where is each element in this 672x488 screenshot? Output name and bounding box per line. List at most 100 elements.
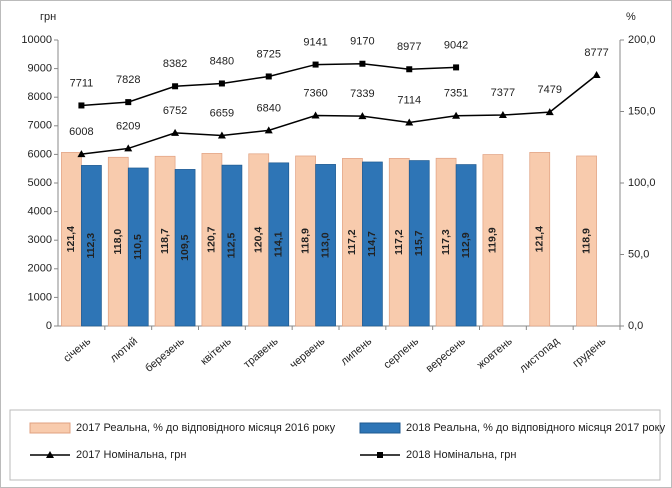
marker (172, 83, 179, 90)
legend-swatch (29, 422, 71, 434)
marker (359, 60, 366, 67)
marker (312, 61, 319, 68)
line-label: 7114 (397, 94, 421, 106)
marker (217, 131, 226, 139)
bar-label: 115,7 (413, 230, 425, 256)
marker (124, 144, 133, 152)
bar-label: 114,1 (273, 231, 285, 257)
bar (408, 160, 430, 327)
marker (545, 108, 554, 116)
marker (498, 111, 507, 119)
bar-label: 109,5 (179, 234, 191, 260)
bar-label: 119,9 (487, 227, 499, 253)
y2-tick-label: 200,0 (628, 34, 656, 46)
line-label: 7479 (538, 84, 562, 96)
bar-label: 112,9 (460, 232, 472, 258)
y-tick-label: 9000 (28, 63, 52, 75)
marker (218, 80, 225, 87)
marker (77, 150, 86, 158)
line-label: 8977 (397, 41, 421, 53)
bar-label: 118,9 (580, 228, 592, 254)
bar-label: 114,7 (366, 231, 378, 257)
bar-label: 112,3 (85, 233, 97, 259)
y2-tick-label: 100,0 (628, 177, 656, 189)
legend-marker (46, 451, 54, 458)
y-tick-label: 1000 (28, 291, 52, 303)
line-label: 8777 (584, 47, 608, 59)
bar (127, 167, 149, 327)
line-label: 6008 (69, 126, 93, 138)
y-tick-label: 6000 (28, 148, 52, 160)
line-label: 9170 (350, 36, 374, 48)
marker (452, 111, 461, 119)
bar (315, 164, 336, 327)
bar-label: 118,7 (159, 228, 171, 254)
marker (405, 118, 414, 126)
y-tick-label: 2000 (28, 263, 52, 275)
line-label: 6840 (257, 102, 281, 114)
line-label: 9042 (444, 39, 468, 51)
bar (529, 152, 551, 327)
legend-label: 2018 Номінальна, грн (406, 449, 516, 461)
y-tick-label: 3000 (28, 234, 52, 246)
bar-label: 110,5 (132, 234, 144, 260)
line-label: 6209 (116, 120, 140, 132)
marker (453, 64, 460, 71)
legend-box (9, 409, 661, 481)
bar (362, 161, 383, 327)
y-tick-label: 4000 (28, 206, 52, 218)
line-label: 7828 (116, 74, 140, 86)
bar-label: 117,2 (393, 229, 405, 255)
marker (406, 66, 413, 73)
line-label: 8725 (257, 48, 281, 60)
bar-label: 121,4 (534, 226, 546, 252)
bar-label: 118,9 (299, 228, 311, 254)
y-unit: грн (40, 11, 56, 23)
line-label: 8480 (210, 55, 234, 67)
legend-marker (377, 452, 383, 458)
bar-label: 118,0 (112, 229, 124, 255)
bar-label: 121,4 (65, 226, 77, 252)
marker (592, 70, 601, 78)
marker (264, 126, 273, 134)
line-label: 6659 (210, 107, 234, 119)
line (81, 74, 598, 155)
bar (81, 165, 102, 327)
legend-label: 2018 Реальна, % до відповідного місяця 2… (406, 422, 666, 434)
line-label: 8382 (163, 58, 187, 70)
line-label: 7377 (491, 87, 515, 99)
legend-label: 2017 Реальна, % до відповідного місяця 2… (76, 422, 336, 434)
bar-label: 112,5 (226, 233, 238, 259)
bar (268, 162, 290, 327)
y2-tick-label: 50,0 (628, 248, 649, 260)
y2-tick-label: 150,0 (628, 105, 656, 117)
bar (576, 155, 597, 327)
line-label: 9141 (303, 36, 327, 48)
marker (311, 111, 320, 119)
y2-unit: % (626, 11, 636, 23)
bar-label: 120,4 (253, 227, 265, 253)
legend-label: 2017 Номінальна, грн (76, 449, 186, 461)
y2-tick-label: 0,0 (628, 320, 643, 332)
bar-label: 117,2 (346, 229, 358, 255)
y-tick-label: 0 (46, 320, 52, 332)
y-tick-label: 5000 (28, 177, 52, 189)
line-label: 7711 (70, 77, 94, 89)
line-label: 7360 (303, 87, 327, 99)
bar-label: 113,0 (319, 232, 331, 258)
marker (78, 102, 85, 109)
bar-label: 117,3 (440, 229, 452, 255)
y-tick-label: 7000 (28, 120, 52, 132)
y-tick-label: 10000 (21, 34, 52, 46)
line-label: 6752 (163, 105, 187, 117)
marker (265, 73, 272, 80)
bar (221, 164, 243, 327)
line-label: 7339 (350, 88, 374, 100)
marker (125, 99, 132, 106)
marker (171, 128, 180, 136)
bar (174, 169, 196, 327)
legend-swatch (359, 422, 401, 434)
bar (455, 164, 477, 327)
marker (358, 112, 367, 120)
y-tick-label: 8000 (28, 91, 52, 103)
